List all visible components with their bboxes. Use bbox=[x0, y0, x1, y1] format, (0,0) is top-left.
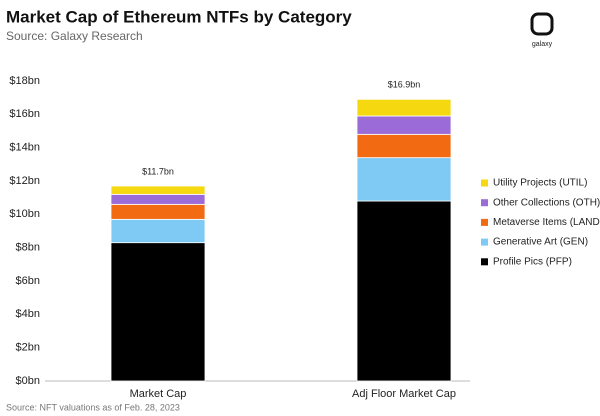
logo-text: galaxy bbox=[532, 41, 553, 48]
legend-swatch bbox=[481, 258, 488, 266]
y-tick-label: $0bn bbox=[16, 375, 40, 387]
bar-segment bbox=[110, 185, 206, 195]
legend-label: Other Collections (OTH) bbox=[493, 197, 600, 208]
bar-segment bbox=[356, 133, 452, 159]
chart-subtitle: Source: Galaxy Research bbox=[6, 29, 143, 43]
x-tick-label: Adj Floor Market Cap bbox=[352, 388, 456, 400]
bar-segment bbox=[356, 157, 452, 202]
logo: galaxy bbox=[530, 12, 554, 48]
y-tick-label: $18bn bbox=[9, 75, 40, 87]
legend-label: Metaverse Items (LAND) bbox=[493, 217, 600, 228]
legend-swatch bbox=[481, 199, 488, 207]
y-tick-label: $10bn bbox=[9, 208, 40, 220]
legend-label: Utility Projects (UTIL) bbox=[493, 178, 587, 189]
chart-title: Market Cap of Ethereum NTFs by Category bbox=[6, 7, 352, 26]
logo-mark bbox=[530, 12, 554, 36]
y-tick-label: $16bn bbox=[9, 108, 40, 120]
bar-segment bbox=[110, 218, 206, 244]
bar-segment bbox=[356, 115, 452, 135]
legend-swatch bbox=[481, 238, 488, 246]
bar-segment bbox=[356, 98, 452, 117]
y-tick-label: $12bn bbox=[9, 175, 40, 187]
legend-label: Profile Pics (PFP) bbox=[493, 256, 572, 267]
y-tick-label: $8bn bbox=[16, 242, 40, 254]
bar-segment bbox=[356, 200, 452, 382]
bar-segment bbox=[110, 203, 206, 220]
y-tick-label: $6bn bbox=[16, 275, 40, 287]
y-tick-label: $4bn bbox=[16, 308, 40, 320]
bar-segment bbox=[110, 193, 206, 205]
y-tick-label: $14bn bbox=[9, 142, 40, 154]
legend-swatch bbox=[481, 179, 488, 187]
total-label: $16.9bn bbox=[388, 80, 421, 90]
footnote: Source: NFT valuations as of Feb. 28, 20… bbox=[6, 402, 180, 412]
bar-segment bbox=[110, 242, 206, 382]
y-tick-label: $2bn bbox=[16, 342, 40, 354]
legend-swatch bbox=[481, 218, 488, 226]
total-label: $11.7bn bbox=[142, 166, 174, 176]
x-tick-label: Market Cap bbox=[130, 388, 187, 400]
legend-label: Generative Art (GEN) bbox=[493, 237, 588, 248]
